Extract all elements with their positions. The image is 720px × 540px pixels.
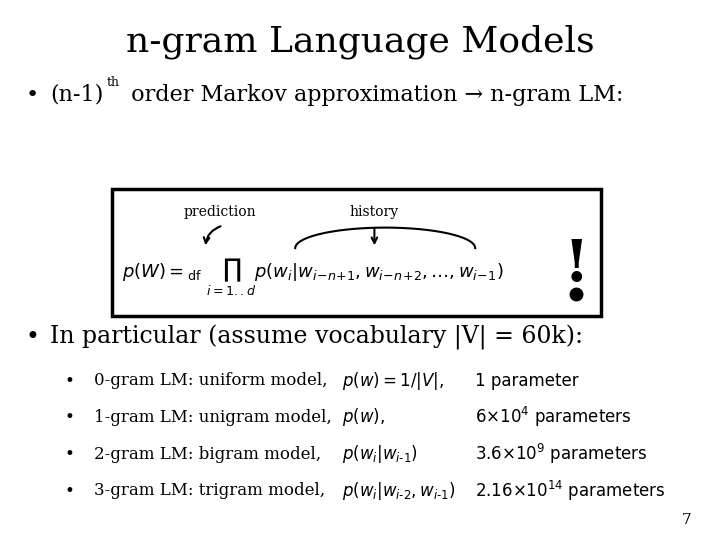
Text: (n-1): (n-1) (50, 84, 104, 105)
Text: 0-gram LM: uniform model,: 0-gram LM: uniform model, (94, 372, 327, 389)
Text: •: • (65, 408, 75, 427)
Text: In particular (assume vocabulary |V| = 60k):: In particular (assume vocabulary |V| = 6… (50, 325, 583, 350)
Text: •: • (65, 445, 75, 463)
Text: $2.16{\times}10^{14}$ parameters: $2.16{\times}10^{14}$ parameters (475, 479, 666, 503)
Text: prediction: prediction (184, 205, 256, 219)
Text: $p(w),$: $p(w),$ (342, 407, 385, 428)
Text: $3.6{\times}10^9$ parameters: $3.6{\times}10^9$ parameters (475, 442, 648, 466)
Text: 1-gram LM: unigram model,: 1-gram LM: unigram model, (94, 409, 331, 426)
Text: •: • (65, 482, 75, 500)
Text: history: history (350, 205, 399, 219)
Text: 3-gram LM: trigram model,: 3-gram LM: trigram model, (94, 482, 325, 500)
Text: $6{\times}10^4$ parameters: $6{\times}10^4$ parameters (475, 406, 632, 429)
Text: n-gram Language Models: n-gram Language Models (126, 24, 594, 59)
Text: !: ! (563, 237, 589, 293)
Text: •: • (65, 372, 75, 390)
FancyBboxPatch shape (112, 189, 601, 316)
Text: $p(w) = 1/|V|,$: $p(w) = 1/|V|,$ (342, 370, 444, 392)
Text: $p(W) =_{\rm df}\ \prod_{i=1..d} p(w_i|w_{i\!-\!n\!+\!1},w_{i\!-\!n\!+\!2},\ldot: $p(W) =_{\rm df}\ \prod_{i=1..d} p(w_i|w… (122, 257, 504, 299)
Text: $p(w_i|w_{i\text{-}1})$: $p(w_i|w_{i\text{-}1})$ (342, 443, 418, 465)
Text: 2-gram LM: bigram model,: 2-gram LM: bigram model, (94, 446, 320, 463)
Text: 1 parameter: 1 parameter (475, 372, 579, 390)
Text: $p(w_i|w_{i\text{-}2},w_{i\text{-}1})$: $p(w_i|w_{i\text{-}2},w_{i\text{-}1})$ (342, 480, 456, 502)
Text: th: th (107, 76, 120, 89)
Text: 7: 7 (682, 512, 691, 526)
Text: order Markov approximation → n-gram LM:: order Markov approximation → n-gram LM: (124, 84, 624, 105)
Text: •: • (25, 84, 38, 105)
Text: •: • (25, 326, 39, 349)
